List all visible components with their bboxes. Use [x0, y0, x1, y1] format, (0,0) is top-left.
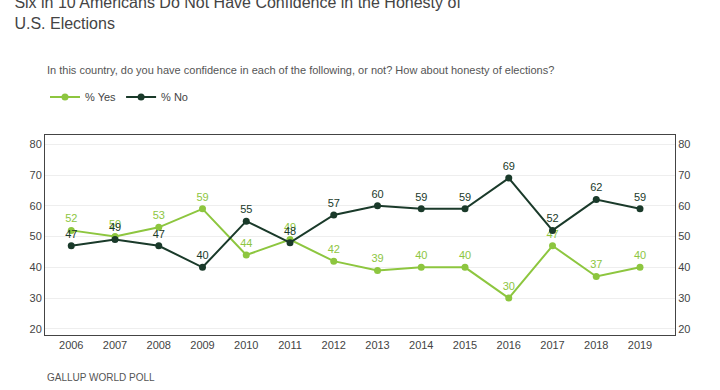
- svg-text:53: 53: [153, 209, 165, 221]
- svg-text:80: 80: [678, 138, 690, 150]
- svg-text:2016: 2016: [497, 339, 521, 351]
- svg-text:2007: 2007: [103, 339, 127, 351]
- svg-text:50: 50: [109, 218, 121, 230]
- svg-text:52: 52: [546, 212, 558, 224]
- svg-text:In this country, do you have c: In this country, do you have confidence …: [47, 64, 554, 76]
- svg-text:20: 20: [678, 323, 690, 335]
- svg-text:42: 42: [328, 243, 340, 255]
- svg-text:48: 48: [284, 225, 296, 237]
- svg-text:49: 49: [284, 221, 296, 233]
- svg-text:59: 59: [634, 191, 646, 203]
- svg-text:40: 40: [634, 249, 646, 261]
- svg-text:39: 39: [371, 252, 383, 264]
- svg-text:59: 59: [196, 191, 208, 203]
- svg-text:2018: 2018: [584, 339, 608, 351]
- svg-text:2006: 2006: [59, 339, 83, 351]
- svg-text:2011: 2011: [278, 339, 302, 351]
- svg-text:37: 37: [590, 258, 602, 270]
- svg-text:50: 50: [30, 230, 42, 242]
- svg-text:2008: 2008: [147, 339, 171, 351]
- svg-text:% No: % No: [161, 91, 188, 103]
- svg-text:47: 47: [65, 228, 77, 240]
- svg-text:70: 70: [678, 169, 690, 181]
- svg-text:49: 49: [109, 221, 121, 233]
- svg-text:GALLUP WORLD POLL: GALLUP WORLD POLL: [47, 372, 155, 383]
- svg-text:80: 80: [30, 138, 42, 150]
- svg-text:60: 60: [371, 188, 383, 200]
- svg-text:60: 60: [30, 200, 42, 212]
- svg-text:40: 40: [459, 249, 471, 261]
- svg-text:2013: 2013: [365, 339, 389, 351]
- svg-text:44: 44: [240, 237, 252, 249]
- svg-text:70: 70: [30, 169, 42, 181]
- svg-text:59: 59: [459, 191, 471, 203]
- svg-text:30: 30: [678, 292, 690, 304]
- svg-text:20: 20: [30, 323, 42, 335]
- svg-text:30: 30: [503, 280, 515, 292]
- svg-text:2015: 2015: [453, 339, 477, 351]
- svg-text:62: 62: [590, 181, 602, 193]
- svg-text:47: 47: [153, 228, 165, 240]
- svg-text:30: 30: [30, 292, 42, 304]
- svg-text:2017: 2017: [540, 339, 564, 351]
- svg-text:2010: 2010: [234, 339, 258, 351]
- svg-text:2019: 2019: [628, 339, 652, 351]
- svg-text:60: 60: [678, 200, 690, 212]
- svg-text:52: 52: [65, 212, 77, 224]
- svg-text:50: 50: [678, 230, 690, 242]
- svg-text:40: 40: [30, 261, 42, 273]
- svg-text:40: 40: [678, 261, 690, 273]
- svg-text:2014: 2014: [409, 339, 433, 351]
- svg-text:57: 57: [328, 197, 340, 209]
- svg-text:59: 59: [415, 191, 427, 203]
- svg-text:% Yes: % Yes: [85, 91, 116, 103]
- svg-text:55: 55: [240, 203, 252, 215]
- svg-text:2009: 2009: [190, 339, 214, 351]
- svg-text:40: 40: [415, 249, 427, 261]
- svg-text:2012: 2012: [322, 339, 346, 351]
- svg-text:69: 69: [503, 160, 515, 172]
- svg-text:Six in 10 Americans Do Not Hav: Six in 10 Americans Do Not Have Confiden…: [14, 0, 461, 32]
- svg-text:47: 47: [546, 228, 558, 240]
- svg-text:40: 40: [196, 249, 208, 261]
